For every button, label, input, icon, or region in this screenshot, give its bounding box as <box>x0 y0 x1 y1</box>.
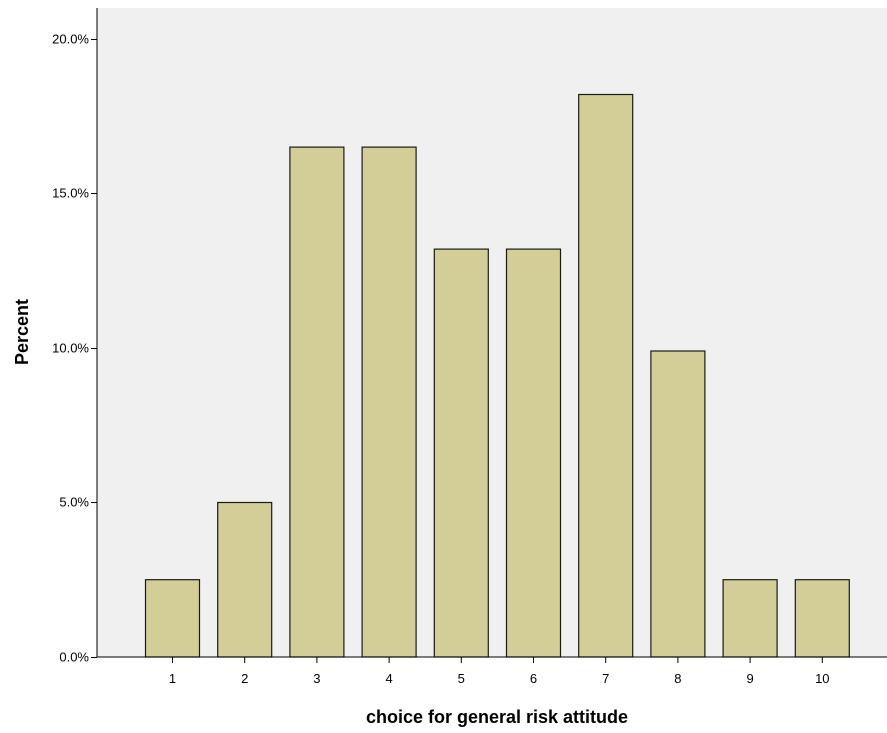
y-tick-label: 0.0% <box>59 650 89 665</box>
bar-9 <box>722 579 778 658</box>
x-axis-label: choice for general risk attitude <box>366 707 628 727</box>
bar-6 <box>505 248 562 658</box>
x-tick-label: 5 <box>458 671 465 686</box>
x-tick-label: 1 <box>169 671 176 686</box>
x-tick-label: 2 <box>241 671 248 686</box>
y-tick-label: 15.0% <box>52 186 89 201</box>
y-axis-label: Percent <box>12 299 32 365</box>
bar-10 <box>794 579 850 658</box>
bar-4 <box>361 146 417 658</box>
y-axis-ticks: 0.0% 5.0% 10.0% 15.0% 20.0% <box>52 32 97 665</box>
plot-area <box>97 8 887 657</box>
bars-group <box>144 93 850 658</box>
y-tick-label: 10.0% <box>52 341 89 356</box>
bar-3 <box>289 146 345 658</box>
x-tick-label: 10 <box>815 671 829 686</box>
x-tick-label: 3 <box>313 671 320 686</box>
x-tick-label: 6 <box>530 671 537 686</box>
y-tick-label: 5.0% <box>59 495 89 510</box>
x-tick-label: 8 <box>674 671 681 686</box>
bar-1 <box>144 579 201 658</box>
x-tick-label: 9 <box>746 671 753 686</box>
y-tick-label: 20.0% <box>52 32 89 47</box>
bar-8 <box>650 350 706 658</box>
bar-7 <box>578 93 634 658</box>
x-tick-label: 4 <box>385 671 392 686</box>
bar-2 <box>217 501 273 658</box>
x-tick-label: 7 <box>602 671 609 686</box>
x-axis-ticks: 1 2 3 4 5 6 7 8 9 10 <box>169 657 830 686</box>
bar-5 <box>433 248 489 658</box>
